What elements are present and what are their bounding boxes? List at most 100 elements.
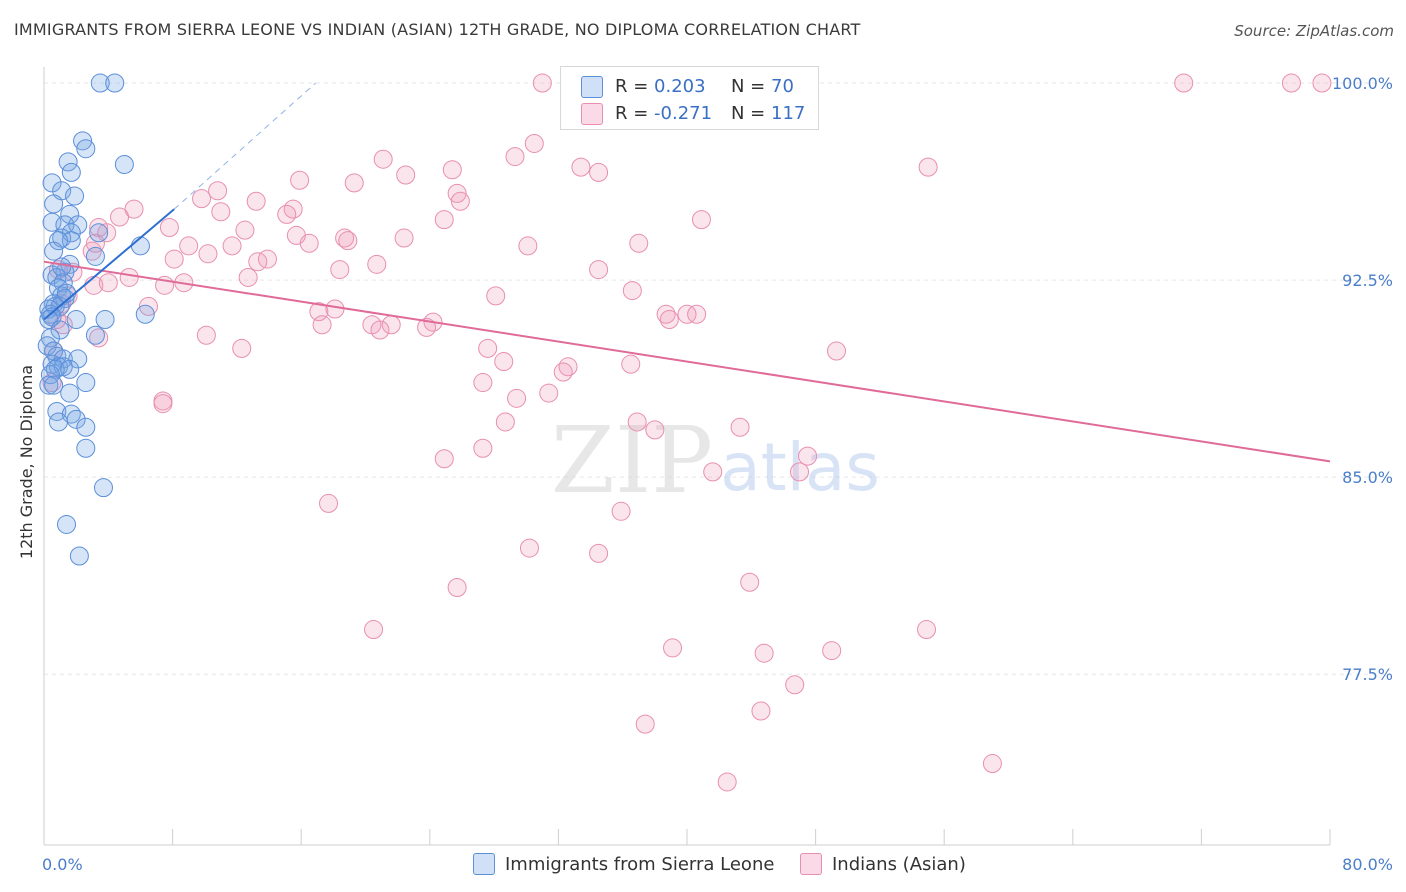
data-point-indians-asian — [192, 189, 212, 209]
legend-swatch-pink — [581, 103, 603, 125]
data-point-sierra-leone — [69, 546, 89, 566]
legend-n-label: N = — [731, 103, 766, 124]
y-tick-label: 77.5% — [1342, 665, 1393, 684]
data-point-indians-asian — [344, 173, 364, 193]
data-point-sierra-leone — [61, 162, 81, 182]
x-tick-labels: 0.0% 80.0% — [42, 855, 1393, 874]
data-point-indians-asian — [621, 354, 641, 374]
data-point-indians-asian — [434, 449, 454, 469]
data-point-indians-asian — [798, 446, 818, 466]
data-point-indians-asian — [312, 315, 332, 335]
legend-label-sierra-leone: Immigrants from Sierra Leone — [505, 853, 775, 875]
legend-swatch-pink — [800, 853, 822, 875]
data-point-indians-asian — [822, 641, 842, 661]
data-point-indians-asian — [478, 338, 498, 358]
data-point-sierra-leone — [65, 186, 85, 206]
data-point-indians-asian — [494, 352, 514, 372]
data-point-indians-asian — [198, 244, 218, 264]
data-point-sierra-leone — [89, 223, 109, 243]
series-immigrants-sierra-leone — [37, 73, 155, 566]
data-point-indians-asian — [246, 191, 266, 211]
data-point-indians-asian — [277, 204, 297, 224]
data-point-indians-asian — [486, 286, 506, 306]
y-tick-label: 100.0% — [1332, 74, 1393, 93]
data-point-indians-asian — [330, 260, 350, 280]
data-point-indians-asian — [785, 675, 805, 695]
data-point-indians-asian — [85, 233, 105, 253]
data-point-indians-asian — [539, 383, 559, 403]
legend-n-value-pink: 117 — [771, 103, 806, 124]
data-point-indians-asian — [238, 267, 258, 287]
data-point-indians-asian — [982, 754, 1002, 774]
legend-stats: R = 0.203 N = 70 R = -0.271 N = 117 — [560, 66, 819, 130]
data-point-indians-asian — [645, 420, 665, 440]
y-tick-labels: 100.0% 92.5% 85.0% 77.5% — [1332, 74, 1393, 684]
legend-label-indians-asian: Indians (Asian) — [832, 853, 966, 875]
data-point-indians-asian — [589, 543, 609, 563]
data-point-indians-asian — [473, 438, 493, 458]
y-tick-label: 85.0% — [1342, 468, 1393, 487]
data-point-sierra-leone — [105, 73, 125, 93]
data-point-sierra-leone — [114, 154, 134, 174]
data-point-indians-asian — [53, 315, 73, 335]
data-point-indians-asian — [532, 73, 552, 93]
data-point-indians-asian — [153, 394, 173, 414]
legend-r-value-blue: 0.203 — [654, 76, 706, 97]
legend-item-indians-asian: Indians (Asian) — [800, 853, 966, 875]
data-point-indians-asian — [553, 362, 573, 382]
data-point-indians-asian — [335, 228, 355, 248]
data-point-indians-asian — [447, 183, 467, 203]
data-point-indians-asian — [325, 299, 345, 319]
legend-swatch-blue — [581, 76, 603, 98]
data-point-indians-asian — [98, 273, 118, 293]
data-point-sierra-leone — [58, 152, 78, 172]
legend-n-label: N = — [731, 76, 766, 97]
data-point-indians-asian — [730, 417, 750, 437]
data-point-indians-asian — [473, 373, 493, 393]
data-point-indians-asian — [208, 181, 228, 201]
data-point-sierra-leone — [57, 514, 77, 534]
watermark-zip: ZIP — [551, 407, 713, 514]
data-point-indians-asian — [338, 231, 358, 251]
data-point-indians-asian — [677, 304, 697, 324]
data-point-sierra-leone — [48, 357, 68, 377]
data-point-indians-asian — [442, 160, 462, 180]
data-point-sierra-leone — [73, 131, 93, 151]
watermark-atlas: atlas — [720, 429, 880, 506]
data-point-indians-asian — [627, 412, 647, 432]
gridlines — [44, 82, 1390, 675]
data-point-indians-asian — [222, 236, 242, 256]
data-point-indians-asian — [635, 714, 655, 734]
data-point-indians-asian — [299, 233, 319, 253]
data-point-indians-asian — [663, 638, 683, 658]
x-tick-label: 0.0% — [42, 855, 83, 874]
data-point-indians-asian — [159, 218, 179, 238]
data-point-sierra-leone — [93, 478, 113, 498]
data-point-indians-asian — [364, 620, 384, 640]
data-point-sierra-leone — [60, 359, 80, 379]
trendlines — [43, 82, 1331, 463]
data-point-indians-asian — [918, 157, 938, 177]
data-point-indians-asian — [826, 341, 846, 361]
data-point-indians-asian — [164, 249, 184, 269]
data-point-indians-asian — [917, 620, 937, 640]
source-label: Source: ZipAtlas.com — [1234, 22, 1394, 40]
data-point-indians-asian — [138, 296, 158, 316]
data-point-sierra-leone — [37, 336, 57, 356]
data-point-sierra-leone — [44, 375, 64, 395]
data-point-sierra-leone — [39, 375, 59, 395]
data-point-indians-asian — [235, 220, 255, 240]
data-point-sierra-leone — [76, 438, 96, 458]
y-tick-label: 92.5% — [1342, 271, 1393, 290]
data-point-sierra-leone — [52, 257, 72, 277]
legend-swatch-blue — [473, 853, 495, 875]
data-point-indians-asian — [740, 572, 760, 592]
data-point-indians-asian — [691, 210, 711, 230]
x-tick-label: 80.0% — [1342, 855, 1393, 874]
data-point-sierra-leone — [44, 194, 64, 214]
data-point-indians-asian — [687, 304, 707, 324]
data-point-sierra-leone — [48, 412, 68, 432]
data-point-indians-asian — [790, 462, 810, 482]
data-point-indians-asian — [751, 701, 771, 721]
